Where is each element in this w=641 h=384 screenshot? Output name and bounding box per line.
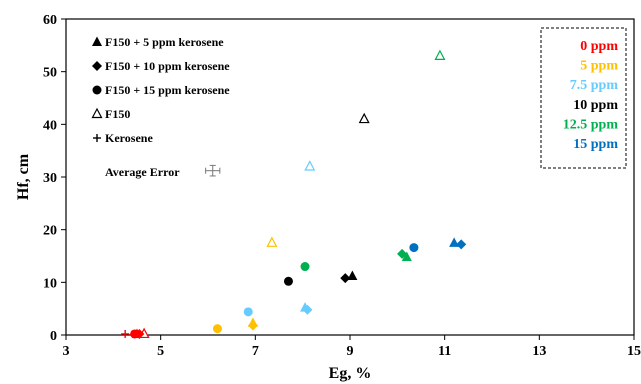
legend-entry-label: F150 bbox=[105, 107, 130, 121]
x-tick-label: 15 bbox=[627, 344, 641, 359]
y-tick-label: 50 bbox=[43, 66, 57, 81]
data-point bbox=[397, 248, 408, 259]
data-point bbox=[340, 273, 351, 284]
y-axis-title: Hf, cm bbox=[15, 153, 32, 200]
color-legend-label: 5 ppm bbox=[580, 59, 618, 74]
data-point bbox=[401, 251, 412, 262]
y-axis: 0 10 20 30 40 50 60 bbox=[43, 13, 66, 344]
x-axis: 3 5 7 9 11 13 15 bbox=[63, 335, 641, 359]
y-tick-label: 20 bbox=[43, 224, 57, 239]
legend-entry-label: F150 + 10 ppm kerosene bbox=[105, 59, 230, 73]
color-legend: 0 ppm 5 ppm 7.5 ppm 10 ppm 12.5 ppm 15 ppm bbox=[540, 27, 627, 169]
legend-entry-label: F150 + 15 ppm kerosene bbox=[105, 83, 230, 97]
color-legend-label: 10 ppm bbox=[573, 98, 618, 113]
x-tick-label: 5 bbox=[157, 344, 164, 359]
data-points bbox=[121, 49, 467, 339]
color-legend-label: 12.5 ppm bbox=[563, 117, 619, 132]
data-point bbox=[302, 304, 313, 315]
data-point bbox=[358, 112, 370, 124]
data-point bbox=[243, 307, 253, 317]
legend-marker-filled-diamond bbox=[92, 61, 102, 71]
y-tick-label: 60 bbox=[43, 13, 57, 28]
legend-entry-label: Kerosene bbox=[105, 131, 153, 145]
color-legend-label: 0 ppm bbox=[580, 39, 618, 54]
data-point bbox=[300, 262, 310, 272]
legend-marker-filled-circle bbox=[92, 85, 102, 95]
data-point bbox=[409, 243, 419, 253]
color-legend-frame bbox=[540, 27, 627, 169]
data-point bbox=[347, 270, 358, 281]
data-point bbox=[247, 320, 258, 331]
marker-legend: F150 + 5 ppm kerosene F150 + 10 ppm keros… bbox=[91, 35, 230, 145]
x-tick-label: 7 bbox=[252, 344, 259, 359]
data-point bbox=[130, 329, 140, 339]
x-tick-label: 11 bbox=[438, 344, 451, 359]
data-point bbox=[304, 160, 316, 171]
x-axis-title: Eg, % bbox=[329, 365, 372, 382]
data-point bbox=[434, 49, 446, 60]
y-tick-label: 0 bbox=[50, 329, 57, 344]
y-tick-label: 40 bbox=[43, 118, 57, 133]
average-error-bars bbox=[205, 164, 221, 177]
legend-marker-open-triangle bbox=[91, 107, 103, 119]
x-tick-label: 9 bbox=[347, 344, 354, 359]
data-point bbox=[121, 329, 130, 338]
x-tick-label: 3 bbox=[63, 344, 70, 359]
data-point bbox=[266, 236, 278, 247]
average-error-label: Average Error bbox=[105, 165, 180, 179]
legend-marker-filled-triangle bbox=[92, 36, 102, 46]
data-point bbox=[456, 239, 467, 250]
legend-entry-label: F150 + 5 ppm kerosene bbox=[105, 35, 224, 49]
color-legend-label: 15 ppm bbox=[573, 137, 618, 152]
data-point bbox=[283, 276, 293, 286]
data-point bbox=[212, 324, 222, 334]
y-tick-label: 10 bbox=[43, 276, 57, 291]
y-tick-label: 30 bbox=[43, 171, 57, 186]
average-error-indicator: Average Error bbox=[105, 164, 221, 179]
x-tick-label: 13 bbox=[532, 344, 546, 359]
color-legend-label: 7.5 ppm bbox=[570, 78, 619, 93]
legend-marker-plus bbox=[93, 134, 101, 142]
